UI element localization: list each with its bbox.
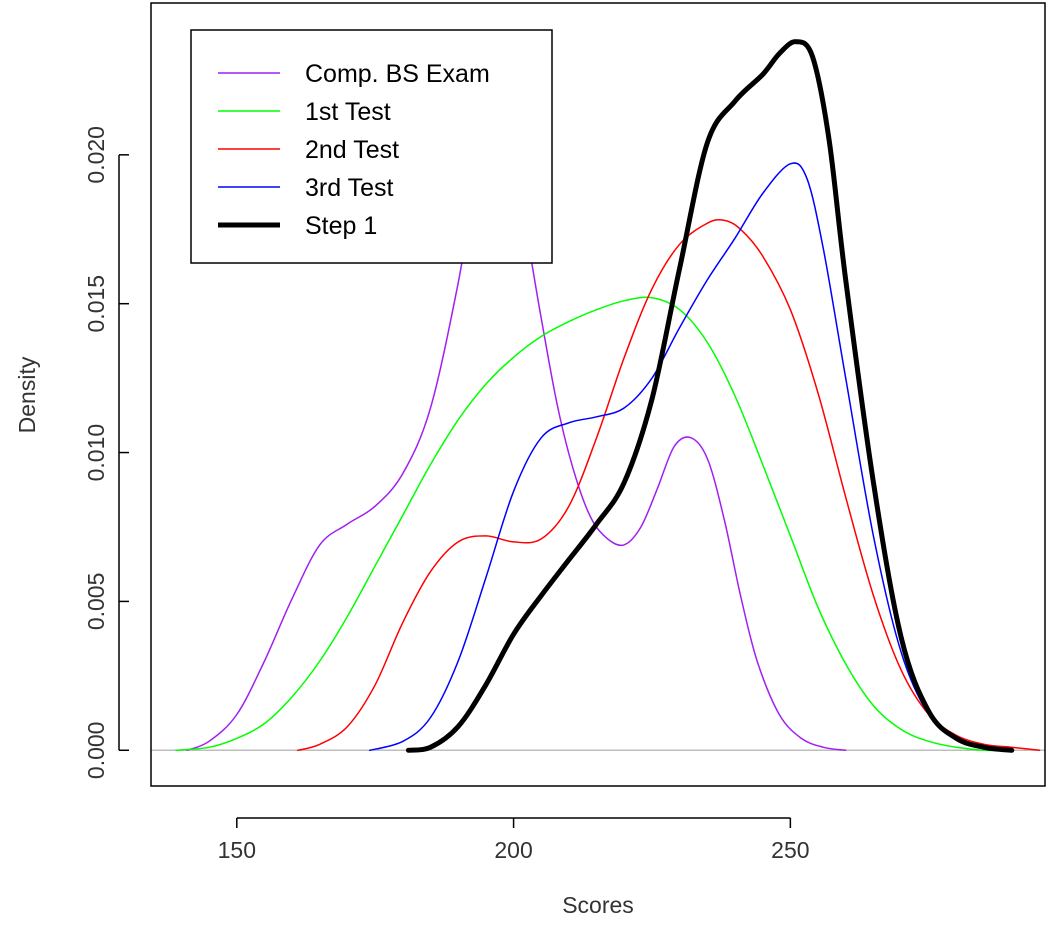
series-layer [175,39,1041,753]
legend-label: Comp. BS Exam [305,60,490,88]
series-line-2nd-test [296,219,1041,752]
x-tick-label: 250 [771,837,809,863]
series-line-3rd-test [368,162,1013,752]
legend-items: Comp. BS Exam 1st Test 2nd Test 3rd Test Ste… [218,60,490,240]
series-line-comp-bs-exam [186,128,847,752]
legend-label: 3rd Test [305,174,394,202]
legend-label: 2nd Test [305,136,399,164]
x-tick-label: 200 [494,837,532,863]
y-tick-label: 0.015 [83,275,109,333]
y-tick-label: 0.010 [83,424,109,482]
y-tick-label: 0.020 [83,126,109,184]
x-tick-label: 150 [218,837,256,863]
y-axis: 0.000 0.005 0.010 0.015 0.020 [83,126,129,779]
legend-label: Step 1 [305,212,377,240]
y-tick-label: 0.000 [83,722,109,780]
series-line-1st-test [175,296,1013,752]
legend-label: 1st Test [305,98,391,126]
series-line-step-1 [405,39,1015,753]
x-axis-label: Scores [562,892,634,918]
y-tick-label: 0.005 [83,573,109,631]
plot-frame [150,2,1046,787]
y-axis-label: Density [14,356,40,433]
legend: Comp. BS Exam 1st Test 2nd Test 3rd Test Ste… [190,29,553,264]
x-axis: 150 200 250 [218,817,810,863]
